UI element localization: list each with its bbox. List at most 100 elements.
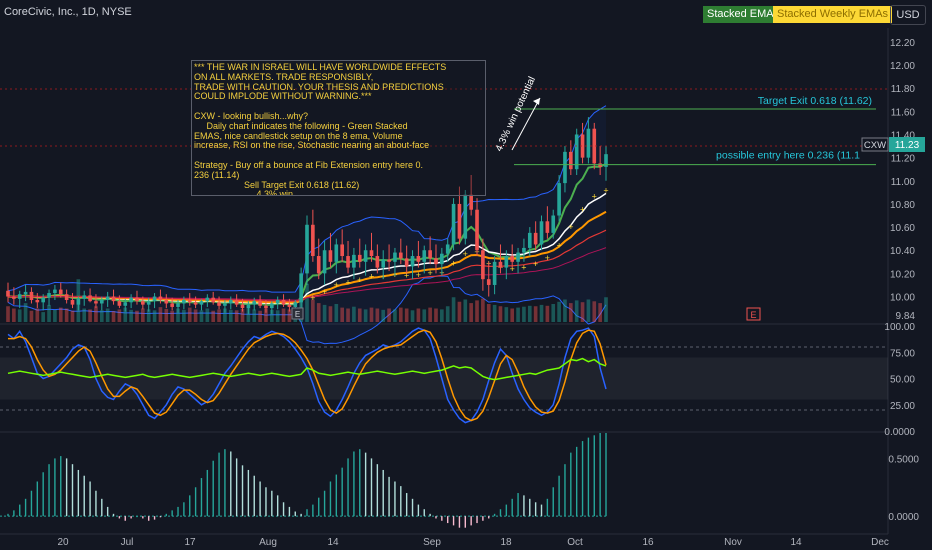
price-tick-label: 12.20	[890, 38, 915, 49]
histogram-bar	[189, 495, 191, 517]
histogram-bar	[540, 504, 543, 517]
candle-body	[293, 302, 298, 307]
volume-bar	[275, 310, 280, 322]
currency-button[interactable]: USD	[890, 5, 926, 25]
volume-bar	[381, 309, 386, 322]
volume-bar	[12, 308, 16, 322]
histogram-bar	[247, 469, 250, 517]
candle-body	[322, 250, 327, 274]
histogram-bar	[48, 464, 50, 517]
stacked-weekly-emas-badge[interactable]: Stacked Weekly EMAs	[773, 6, 893, 23]
volume-bar	[574, 300, 579, 322]
volume-bar	[182, 309, 186, 322]
volume-bar	[527, 305, 532, 322]
price-tick-label: 11.20	[891, 154, 916, 165]
histogram-bar	[464, 516, 466, 528]
candle-body	[545, 221, 550, 233]
histogram-bar	[288, 506, 291, 517]
price-tick-label: 11.40	[891, 130, 916, 141]
volume-bar	[545, 305, 550, 322]
win-arrow-line	[511, 97, 541, 151]
time-tick-label: 14	[790, 537, 802, 548]
histogram-bar	[452, 516, 455, 526]
histogram-bar	[423, 509, 425, 517]
histogram-bar	[13, 510, 15, 517]
weekly-ema-marker: +	[580, 204, 585, 214]
time-tick-label: Jul	[121, 537, 134, 548]
volume-bar	[604, 297, 608, 322]
volume-bar	[357, 308, 362, 322]
volume-bar	[146, 309, 151, 322]
candle-body	[352, 254, 356, 268]
volume-bar	[481, 298, 485, 322]
stacked-emas-badge[interactable]: Stacked EMAs	[703, 6, 784, 23]
candle-body	[328, 250, 333, 262]
price-tag-value-box	[889, 137, 925, 152]
histogram-bar	[458, 516, 461, 528]
candle-body	[281, 300, 286, 305]
weekly-ema-marker: +	[310, 293, 315, 303]
histogram-bar	[523, 495, 525, 517]
weekly-ema-marker: +	[545, 253, 550, 263]
candle-body	[23, 291, 28, 295]
volume-bar	[58, 307, 63, 322]
weekly-ema-marker: +	[533, 259, 538, 269]
volume-bar	[463, 299, 468, 322]
time-tick-label: Sep	[423, 537, 441, 548]
candle-body	[492, 261, 497, 285]
weekly-ema-marker: +	[369, 272, 374, 282]
price-tick-label: 10.20	[890, 269, 915, 280]
volume-bar	[35, 308, 40, 322]
note-line: TRADE WITH CAUTION. YOUR THESIS AND PRED…	[194, 81, 444, 92]
volume-bar	[451, 297, 456, 322]
weekly-ema-marker: +	[416, 270, 421, 280]
candle-body	[264, 305, 268, 309]
price-tick-label: 11.60	[891, 107, 916, 118]
price-tick-label: 9.84	[896, 311, 916, 322]
price-tick-label: 10.00	[890, 293, 915, 304]
candle-body	[457, 203, 462, 239]
candle-body	[94, 301, 98, 304]
volume-bar	[352, 306, 356, 322]
volume-bar	[53, 309, 57, 322]
volume-bar	[592, 301, 597, 322]
volume-bar	[117, 309, 122, 322]
candle-body	[6, 290, 10, 297]
histogram-bar	[517, 493, 519, 517]
candle-body	[193, 302, 198, 305]
histogram-bar	[329, 481, 332, 517]
earnings-event-marker	[746, 307, 761, 321]
histogram-bar	[253, 475, 255, 517]
volume-bar	[287, 309, 292, 322]
histogram-bar	[54, 458, 56, 517]
candle-body	[387, 259, 391, 262]
volume-bar	[445, 306, 450, 322]
histogram-tick-label: 0.0000	[888, 512, 919, 523]
weekly-ema-marker: +	[463, 249, 468, 259]
volume-bar	[94, 306, 98, 322]
volume-bar	[240, 308, 245, 322]
candle-body	[510, 256, 515, 262]
volume-bar	[486, 304, 491, 322]
price-tick-label: 10.60	[890, 223, 915, 234]
histogram-bar	[30, 490, 33, 517]
candle-body	[170, 303, 174, 307]
histogram-bar	[546, 498, 549, 517]
histogram-bar	[429, 513, 431, 517]
volume-bar	[193, 309, 198, 322]
histogram-bar	[435, 516, 437, 519]
candle-body	[234, 300, 239, 305]
candle-body	[29, 291, 34, 301]
candle-body	[469, 194, 473, 210]
volume-bar	[533, 306, 538, 322]
price-tag-value: 11.23	[895, 140, 920, 151]
note-line: 236 (11.14)	[194, 169, 240, 180]
time-tick-label: Oct	[567, 537, 583, 548]
volume-bar	[410, 310, 415, 322]
candle-body	[475, 209, 479, 251]
histogram-bar	[165, 513, 167, 517]
candle-body	[533, 232, 538, 245]
histogram-bar	[511, 498, 513, 517]
candle-body	[410, 256, 415, 267]
histogram-bar	[341, 467, 343, 517]
